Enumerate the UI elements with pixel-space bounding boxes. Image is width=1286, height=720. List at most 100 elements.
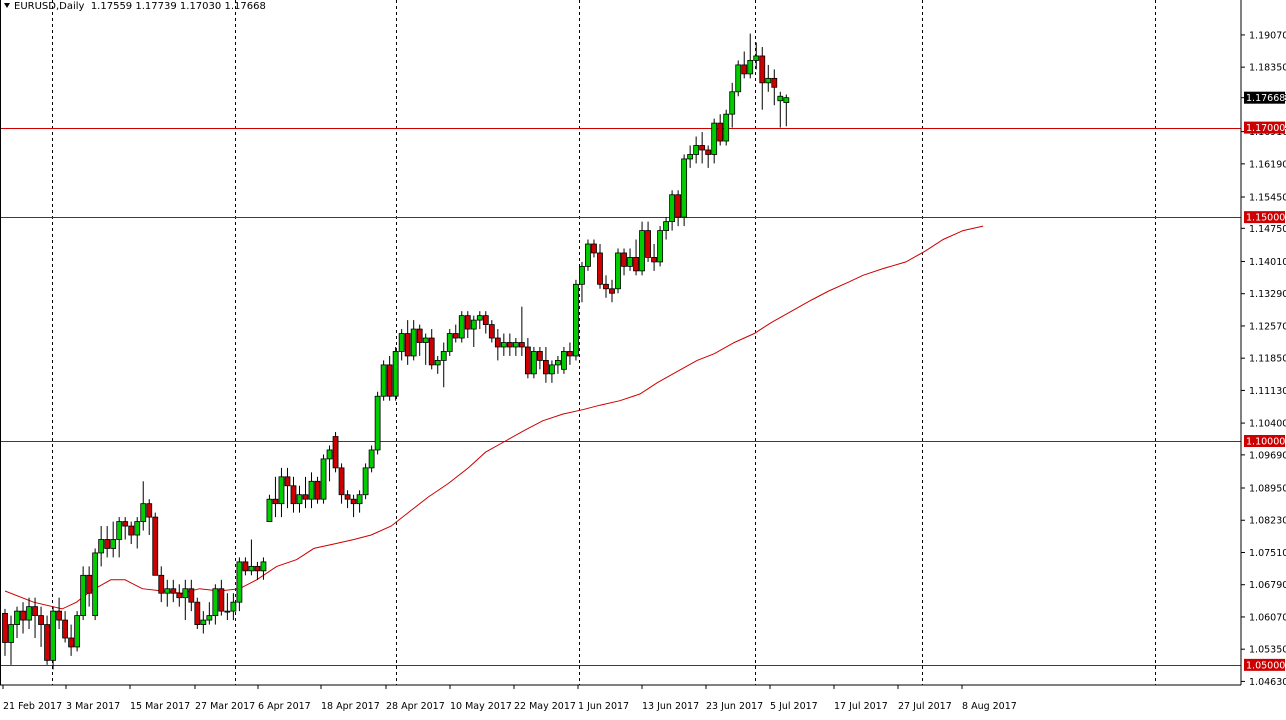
level-price-tag: 1.15000 [1244,211,1285,224]
x-tick-label: 17 Jul 2017 [834,701,888,712]
candle [326,445,333,482]
candle-body [44,624,50,661]
candle-body [170,588,177,594]
candle-body [182,588,189,599]
candle [206,602,213,625]
candle [212,584,219,625]
candle-body [8,624,14,643]
candle [242,557,249,576]
candle [200,611,207,634]
candle [236,557,243,612]
candle-body [771,77,778,88]
candle-body [543,360,549,375]
x-tick-label: 18 Apr 2017 [321,701,380,712]
open-value: 1.17559 [90,1,133,12]
candle-body [128,525,135,536]
candle [591,239,597,258]
x-tick-label: 3 Mar 2017 [66,701,120,712]
candle [765,64,772,92]
candle [230,593,237,621]
candle-body [368,449,375,469]
candle-body [452,333,459,339]
chart-header: EURUSD,Daily 1.17559 1.17739 1.17030 1.1… [4,1,266,12]
candle-body [711,122,718,155]
candle-body [524,346,531,375]
candle-body [308,480,315,500]
candle-body [296,494,303,505]
candle-body [549,364,555,375]
y-tick-label: 1.08230 [1249,516,1286,527]
candle-body [326,449,333,460]
candle-body [518,342,525,348]
candle [753,42,760,70]
dropdown-triangle-icon[interactable] [4,3,10,8]
y-tick-label: 1.13290 [1249,289,1286,300]
candle [86,566,93,607]
level-tag-bg [1244,658,1285,671]
candle-body [440,351,447,361]
candle [146,499,153,536]
y-tick-label: 1.06070 [1249,612,1286,623]
candle [182,579,189,621]
candle [687,145,694,168]
symbol-label: EURUSD [14,1,56,12]
candle [681,154,688,227]
candle [296,485,303,513]
candle [248,539,255,576]
candle-body [218,588,225,612]
candle [14,606,20,638]
candle-body [362,467,369,496]
candle-body [380,364,387,397]
candle [597,244,603,289]
candle [224,593,231,621]
candle [218,579,225,616]
candle [398,329,405,361]
candle-body [470,319,477,330]
candle-body [242,561,249,572]
candle [194,597,201,630]
candle [717,114,724,146]
candle [549,360,555,383]
candle [603,275,609,298]
candle [290,476,297,513]
candle-body [621,252,627,267]
candle-body [314,480,321,500]
x-tick-label: 13 Jun 2017 [642,701,699,712]
candle [2,608,8,656]
candle [543,346,549,383]
candle [164,579,171,607]
candle [116,517,123,558]
candle-body [591,243,597,254]
candle [374,391,381,455]
candle-body [464,315,471,330]
candle [741,51,748,79]
level-tag-text: 1.17000 [1246,123,1285,134]
candle [134,517,141,549]
candle [152,512,159,576]
candle-body [663,221,669,231]
candle-body [152,516,159,576]
x-tick-label: 27 Mar 2017 [195,701,255,712]
candle [44,615,50,665]
x-tick-label: 22 May 2017 [514,701,576,712]
y-tick-label: 1.18350 [1249,63,1286,74]
candle-body [735,64,742,93]
candle [777,91,784,128]
candle-body [200,619,207,625]
candle-body [254,565,261,572]
candle [771,69,778,106]
candle-body [446,333,453,352]
candle-body [134,521,141,536]
candle [452,324,459,343]
candle [350,494,357,518]
candle [404,320,411,365]
candle [158,566,165,603]
candle [693,136,700,164]
candle-body [20,610,26,621]
candle-body [723,113,730,142]
candle-body [212,588,219,617]
y-tick-label: 1.15450 [1249,192,1286,203]
candle [657,226,663,267]
level-tag-text: 1.10000 [1246,436,1285,447]
